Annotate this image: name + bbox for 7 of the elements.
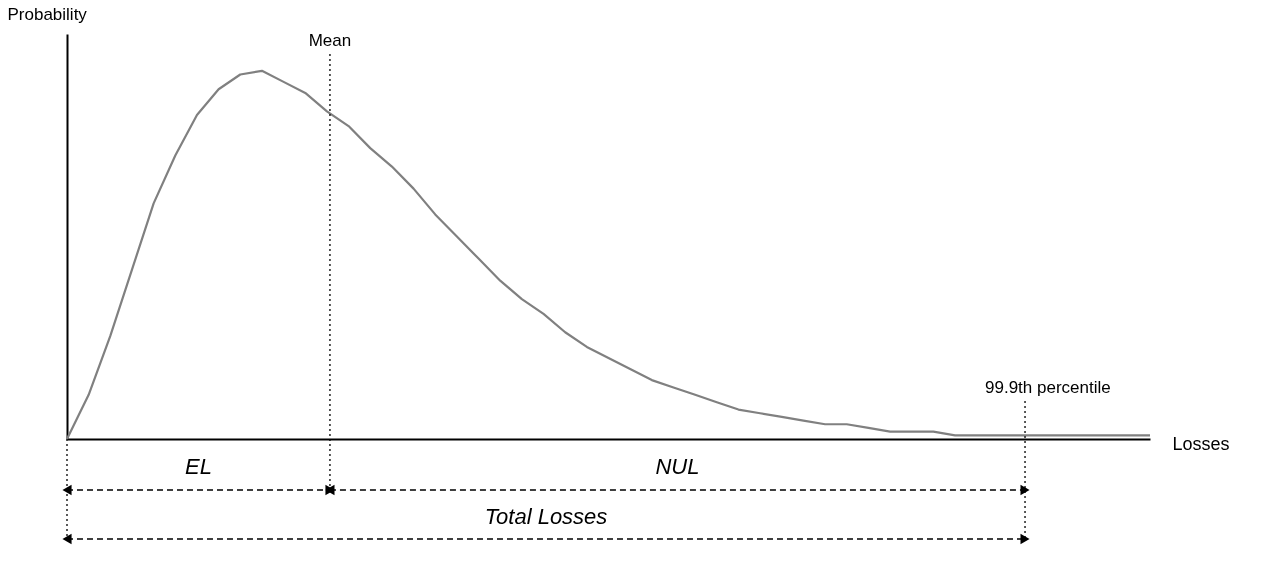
text: Mean [308, 31, 352, 50]
annotation: 99.9th percentile [985, 378, 1111, 397]
x-axis-title: Losses [1172, 433, 1230, 454]
y-axis-title: Probability [7, 4, 88, 24]
text: EL [185, 454, 212, 479]
text: Total Losses [484, 504, 608, 529]
text: NUL [655, 454, 700, 479]
